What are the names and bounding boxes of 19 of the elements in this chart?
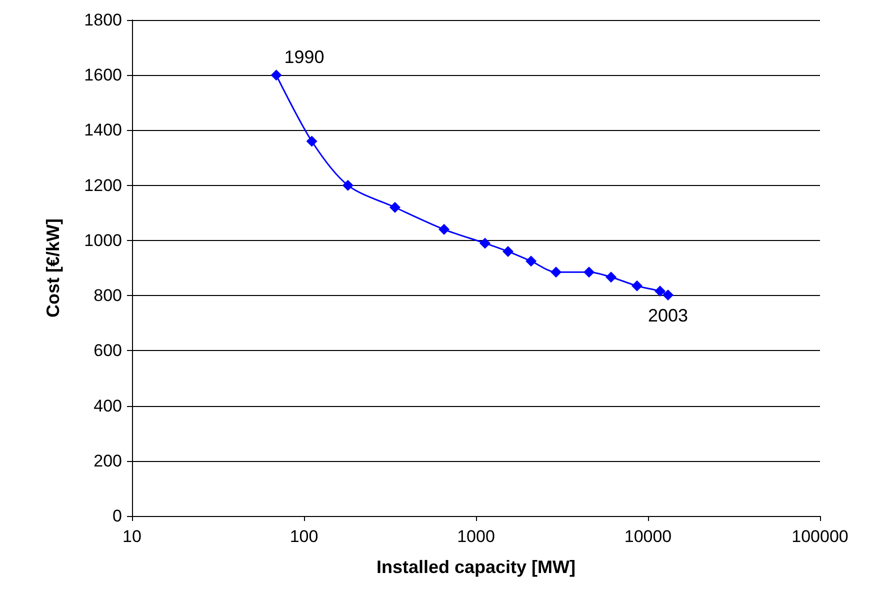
y-tick-label: 1000: [84, 230, 122, 250]
y-tick-label: 200: [94, 451, 122, 470]
y-tick-label: 400: [94, 396, 122, 416]
x-tick-label: 100: [290, 527, 318, 546]
x-axis-title: Installed capacity [MW]: [376, 557, 576, 577]
y-tick-label: 0: [112, 506, 122, 526]
annotation: 2003: [648, 306, 688, 326]
y-tick-label: 600: [94, 341, 122, 360]
y-tick-label: 1200: [84, 176, 122, 195]
y-tick-label: 1400: [84, 120, 122, 140]
y-tick-label: 1800: [84, 10, 122, 30]
y-axis-title: Cost [€/kW]: [43, 218, 63, 318]
x-tick-label: 10: [122, 527, 142, 546]
x-tick-label: 10000: [624, 527, 672, 546]
y-tick-label: 1600: [84, 66, 122, 85]
x-tick-label: 100000: [792, 527, 848, 546]
annotation: 1990: [284, 47, 324, 68]
x-tick-label: 1000: [457, 527, 495, 546]
y-tick-label: 800: [94, 286, 122, 306]
